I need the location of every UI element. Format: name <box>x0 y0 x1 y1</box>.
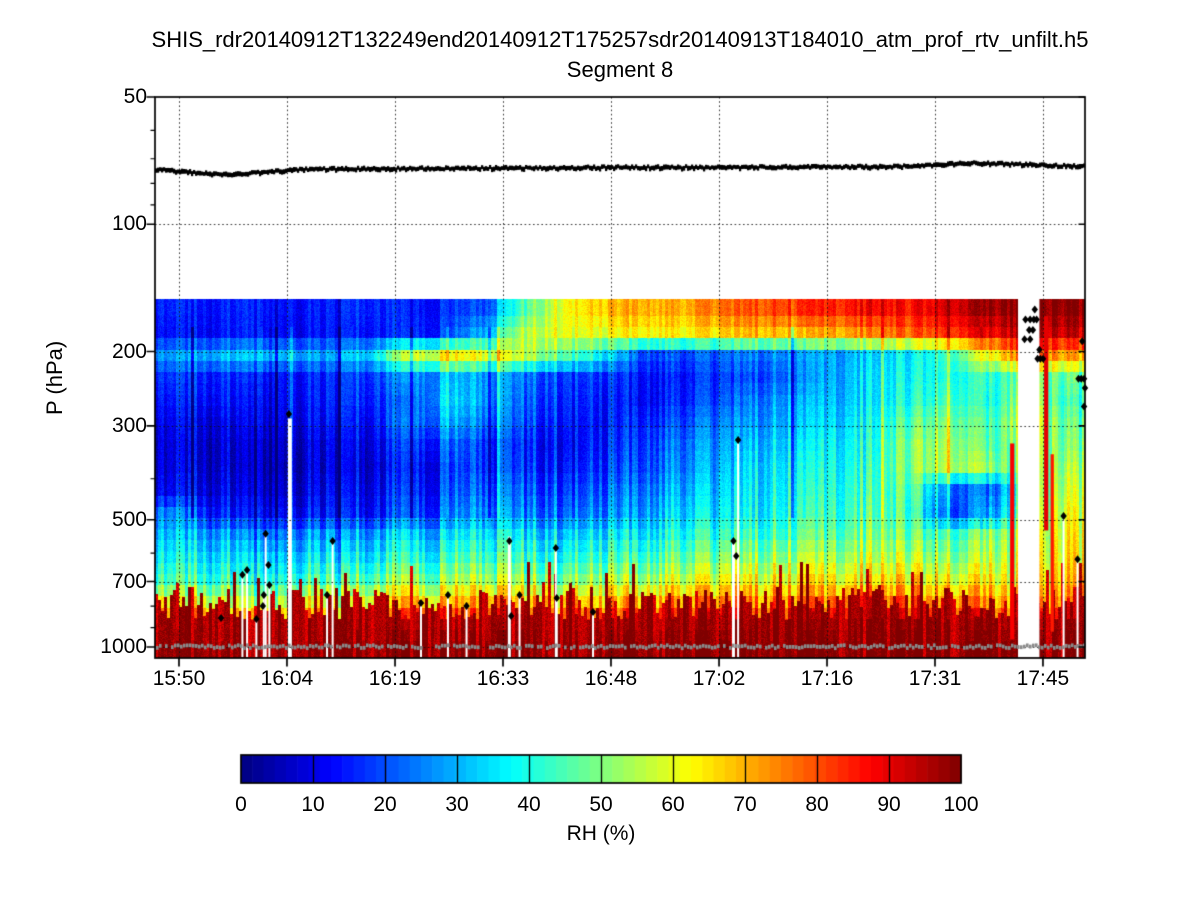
colorbar-label: RH (%) <box>566 822 636 845</box>
plot-subtitle: Segment 8 <box>566 57 674 82</box>
plot-title: SHIS_rdr20140912T132249end20140912T17525… <box>151 27 1089 52</box>
y-axis-label: P (hPa) <box>42 340 67 415</box>
